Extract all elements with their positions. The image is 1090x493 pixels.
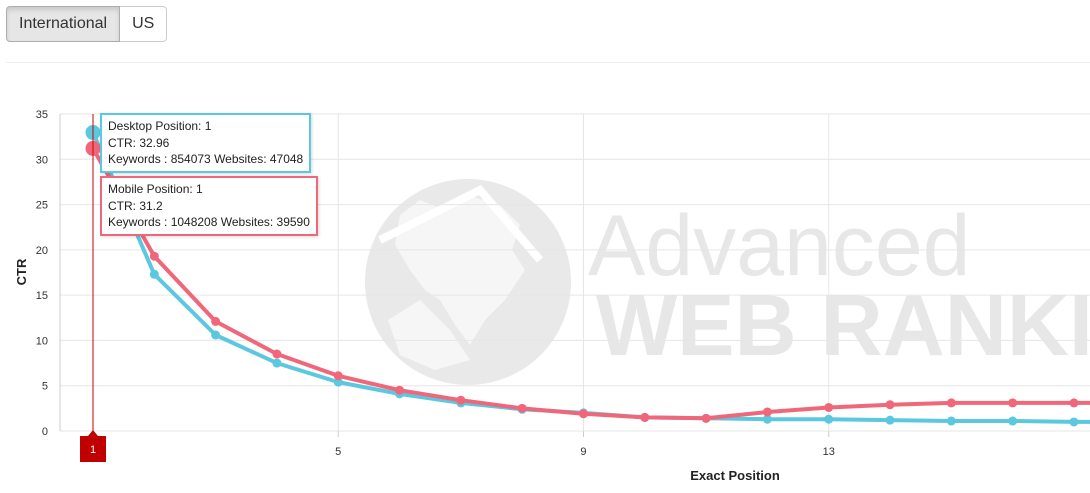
mobile-tooltip-line3: Keywords : 1048208 Websites: 39590: [108, 215, 310, 229]
data-point: [272, 349, 282, 359]
mobile-tooltip-line2: CTR: 31.2: [108, 198, 163, 213]
divider: [6, 62, 1090, 63]
desktop-tooltip: Desktop Position: 1 CTR: 32.96 Keywords …: [100, 113, 312, 173]
crosshair-label: 1: [90, 444, 96, 456]
y-tick-label: 20: [36, 245, 48, 257]
us-button[interactable]: US: [120, 6, 168, 42]
watermark-line1: Advanced: [588, 198, 971, 294]
data-point: [578, 409, 588, 419]
data-point: [211, 330, 221, 340]
data-point: [824, 414, 834, 424]
y-tick-label: 35: [36, 109, 48, 121]
y-tick-label: 0: [42, 426, 48, 438]
data-point: [701, 413, 711, 423]
data-point: [640, 412, 650, 422]
mobile-tooltip-line1: Mobile Position: 1: [108, 182, 203, 196]
data-point: [1069, 417, 1079, 427]
series: [85, 124, 1090, 427]
data-point: [1069, 398, 1079, 408]
x-tick-label: 5: [335, 446, 341, 458]
y-tick-label: 25: [36, 200, 48, 212]
y-tick-label: 30: [36, 154, 48, 166]
globe-icon: [365, 179, 571, 385]
data-point: [946, 416, 956, 426]
data-point: [1008, 416, 1018, 426]
crosshair-badge: [80, 436, 106, 462]
data-point: [272, 358, 282, 368]
international-button[interactable]: International: [6, 6, 121, 42]
data-point: [517, 403, 527, 413]
crosshair: 1: [80, 114, 106, 462]
region-toggle: International US: [6, 6, 168, 42]
data-point: [885, 415, 895, 425]
data-point: [149, 251, 159, 261]
data-point: [824, 402, 834, 412]
data-point: [885, 400, 895, 410]
y-tick-label: 10: [36, 335, 48, 347]
desktop-tooltip-line1: Desktop Position: 1: [108, 119, 212, 133]
data-point: [149, 269, 159, 279]
data-point: [333, 377, 343, 387]
desktop-tooltip-line3: Keywords : 854073 Websites: 47048: [108, 152, 304, 166]
y-tick-label: 15: [36, 290, 48, 302]
data-point: [1008, 398, 1018, 408]
x-axis-title: Exact Position: [690, 468, 780, 483]
x-tick-label: 9: [580, 446, 586, 458]
x-tick-label: 13: [823, 446, 835, 458]
data-point: [333, 371, 343, 381]
desktop-tooltip-line2: CTR: 32.96: [108, 135, 170, 150]
y-axis-title: CTR: [14, 258, 29, 285]
mobile-tooltip: Mobile Position: 1 CTR: 31.2 Keywords : …: [100, 176, 318, 236]
data-point: [946, 398, 956, 408]
data-point: [762, 414, 772, 424]
series-line: [91, 147, 1090, 421]
series-mobile: [85, 140, 1090, 423]
data-point: [395, 385, 405, 395]
watermark-line2: WEB RANKING: [596, 278, 1090, 374]
watermark-logo: Advanced WEB RANKING: [365, 179, 1090, 385]
y-tick-label: 5: [42, 381, 48, 393]
crosshair-badge-pointer: [88, 430, 98, 436]
data-point: [456, 395, 466, 405]
axes: 0 5 10 15 20 25 30 35 5 9 13 Exact Position CTR: [14, 109, 835, 483]
data-point: [211, 316, 221, 326]
data-point: [762, 407, 772, 417]
